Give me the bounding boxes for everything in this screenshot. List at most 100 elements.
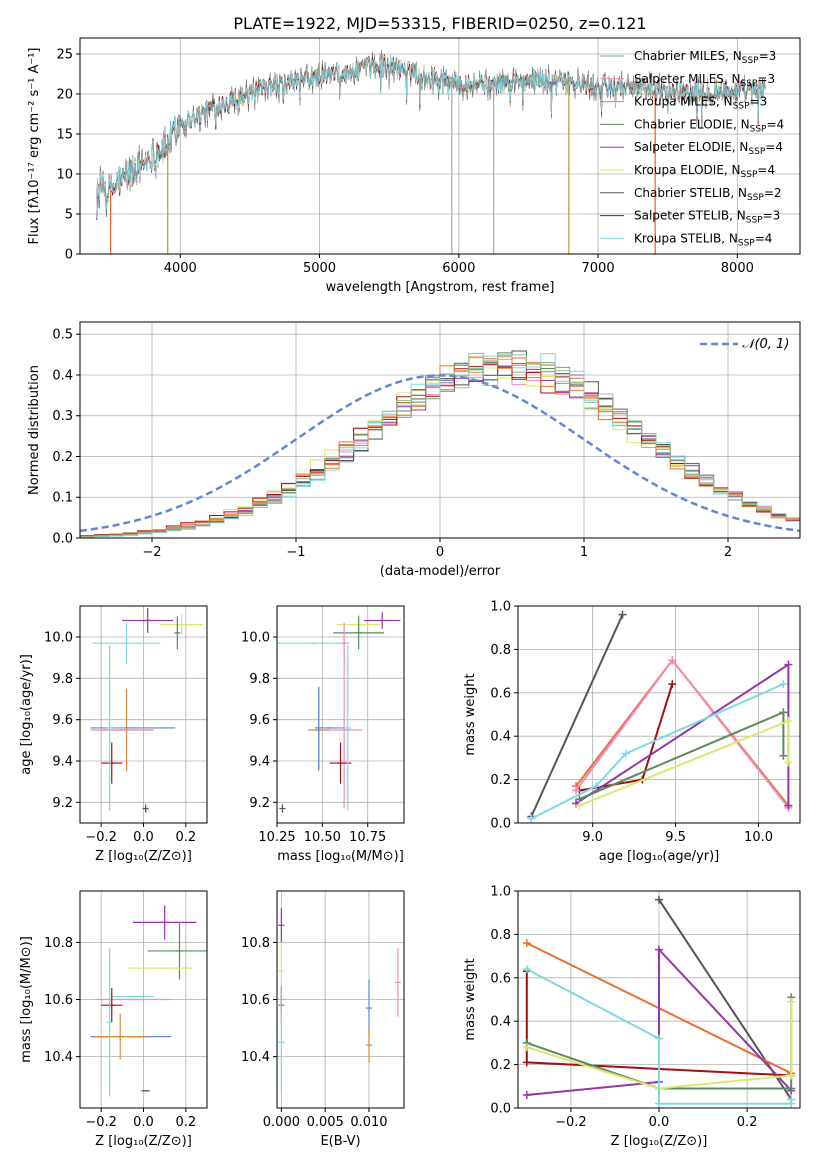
plus-marker bbox=[591, 782, 600, 791]
plus-marker bbox=[787, 1071, 796, 1080]
error-bar-point bbox=[174, 616, 181, 650]
legend-entry: Chabrier MILES, NSSP=3 bbox=[634, 49, 776, 66]
y-tick-label: 9.4 bbox=[52, 755, 73, 770]
plus-marker bbox=[522, 1090, 531, 1099]
axes-age_vs_Z: −0.2 0.0 0.2 9.2 9.4 9.6 9.8 10.0 Z [log₁₀(Z/Z⊙)… bbox=[19, 605, 208, 864]
x-tick-label: 7000 bbox=[582, 261, 615, 276]
plus-marker bbox=[787, 1084, 796, 1093]
error-bar-point bbox=[325, 651, 363, 809]
x-tick-label: 0.005 bbox=[307, 1115, 344, 1130]
y-tick-label: 0.0 bbox=[490, 817, 511, 832]
error-bar-point bbox=[365, 1028, 372, 1063]
y-tick-label: 0.4 bbox=[52, 368, 73, 383]
y-tick-label: 10.8 bbox=[44, 936, 73, 951]
x-tick-label: 8000 bbox=[721, 261, 754, 276]
y-tick-label: 10.6 bbox=[241, 993, 270, 1008]
axes-mass_vs_Z: −0.2 0.0 0.2 10.4 10.6 10.8 Z [log₁₀(Z/Z⊙)] mas… bbox=[19, 890, 208, 1149]
y-axis-label: mass weight bbox=[463, 958, 478, 1040]
plus-marker bbox=[655, 1099, 663, 1108]
y-tick-label: 0.5 bbox=[52, 328, 73, 343]
spectrum-legend: Chabrier MILES, NSSP=3 Salpeter MILES, NS… bbox=[600, 49, 784, 248]
error-bar-point bbox=[364, 612, 401, 629]
y-tick-label: 9.2 bbox=[249, 796, 270, 811]
axes-weight_vs_age: 9.0 9.5 10.0 0.0 0.2 0.4 0.6 0.8 1.0 age [log₁₀(a… bbox=[463, 600, 801, 864]
y-axis-label: mass weight bbox=[463, 673, 478, 755]
error-bar-point bbox=[94, 1013, 146, 1060]
x-tick-label: −0.2 bbox=[555, 1115, 587, 1130]
error-bar-point bbox=[279, 804, 286, 813]
error-bar-point bbox=[344, 645, 351, 811]
error-bar-point bbox=[132, 905, 197, 940]
error-bar-point bbox=[160, 614, 203, 635]
plus-marker bbox=[779, 680, 788, 689]
plus-marker bbox=[522, 965, 531, 974]
axes-spectrum: Chabrier MILES, NSSP=3 Salpeter MILES, NS… bbox=[27, 37, 801, 295]
plot-content bbox=[522, 895, 796, 1108]
y-tick-label: 0.4 bbox=[490, 1015, 511, 1030]
plus-marker bbox=[618, 610, 627, 619]
y-tick-label: 10.0 bbox=[44, 631, 73, 646]
plus-marker bbox=[575, 801, 584, 810]
plus-marker bbox=[787, 1095, 796, 1104]
x-tick-label: 5000 bbox=[303, 261, 336, 276]
plus-marker bbox=[527, 814, 536, 823]
x-axis-label: E(B-V) bbox=[320, 1134, 360, 1149]
y-tick-label: 25 bbox=[56, 48, 73, 63]
plus-marker bbox=[787, 997, 796, 1006]
plot-area bbox=[80, 38, 800, 254]
x-axis-label: wavelength [Angstrom, rest frame] bbox=[326, 280, 555, 295]
mass-weight-line bbox=[530, 683, 784, 820]
y-tick-label: 15 bbox=[56, 128, 73, 143]
x-tick-label: 10.25 bbox=[258, 830, 295, 845]
error-bar-point bbox=[394, 948, 401, 1017]
plus-marker bbox=[655, 945, 663, 954]
y-tick-label: 0.8 bbox=[490, 643, 511, 658]
y-tick-label: 0.2 bbox=[52, 450, 73, 465]
spectrum-model-line bbox=[96, 55, 766, 219]
error-bar-point bbox=[147, 922, 207, 980]
x-axis-label: mass [log₁₀(M/M⊙)] bbox=[277, 849, 404, 864]
x-axis-label: Z [log₁₀(Z/Z⊙)] bbox=[611, 1134, 708, 1149]
x-tick-label: 0.2 bbox=[175, 1115, 196, 1130]
x-tick-label: 10.0 bbox=[744, 830, 773, 845]
y-tick-label: 5 bbox=[65, 208, 73, 223]
y-tick-label: 10.4 bbox=[44, 1050, 73, 1065]
residual-histogram bbox=[80, 352, 800, 538]
plot-content bbox=[527, 610, 793, 823]
y-tick-label: 10.4 bbox=[241, 1050, 270, 1065]
plus-marker bbox=[784, 660, 793, 669]
mass-weight-line bbox=[530, 614, 624, 817]
y-axis-label: age [log₁₀(age/yr)] bbox=[19, 654, 34, 775]
x-tick-label: −0.2 bbox=[85, 830, 117, 845]
x-tick-label: 0.000 bbox=[263, 1115, 300, 1130]
x-tick-label: 0.0 bbox=[649, 1115, 670, 1130]
legend-entry: 𝒩(0, 1) bbox=[742, 337, 789, 352]
plus-marker bbox=[784, 801, 793, 810]
y-tick-label: 10.0 bbox=[241, 631, 270, 646]
plus-marker bbox=[784, 758, 793, 767]
y-tick-label: 10.6 bbox=[44, 993, 73, 1008]
y-axis-label: Flux [fλ10⁻¹⁷ erg cm⁻² s⁻¹ A⁻¹] bbox=[27, 48, 42, 245]
x-tick-label: 0.0 bbox=[133, 1115, 154, 1130]
axes-frame bbox=[79, 37, 801, 255]
axes-weight_vs_Z: −0.2 0.0 0.2 0.0 0.2 0.4 0.6 0.8 1.0 Z [log₁₀(Z/Z… bbox=[463, 885, 801, 1149]
y-tick-label: 20 bbox=[56, 88, 73, 103]
x-tick-label: 6000 bbox=[442, 261, 475, 276]
y-tick-label: 9.6 bbox=[52, 713, 73, 728]
legend-entry: Salpeter ELODIE, NSSP=4 bbox=[634, 140, 783, 157]
y-axis-label: Normed distribution bbox=[27, 365, 42, 495]
y-tick-label: 0.4 bbox=[490, 730, 511, 745]
legend-entry: Chabrier ELODIE, NSSP=4 bbox=[634, 117, 784, 134]
x-tick-label: 4000 bbox=[164, 261, 197, 276]
x-tick-label: 0.010 bbox=[350, 1115, 387, 1130]
x-tick-label: −1 bbox=[286, 545, 305, 560]
x-tick-label: −2 bbox=[142, 545, 161, 560]
plus-marker bbox=[668, 656, 677, 665]
legend-entry: Salpeter STELIB, NSSP=3 bbox=[634, 209, 780, 226]
legend-entry: Chabrier STELIB, NSSP=2 bbox=[634, 186, 782, 203]
error-bar-point bbox=[122, 608, 174, 633]
y-tick-label: 0.6 bbox=[490, 686, 511, 701]
x-axis-label: age [log₁₀(age/yr)] bbox=[599, 849, 720, 864]
plot-content bbox=[80, 350, 800, 538]
plus-marker bbox=[655, 895, 663, 904]
